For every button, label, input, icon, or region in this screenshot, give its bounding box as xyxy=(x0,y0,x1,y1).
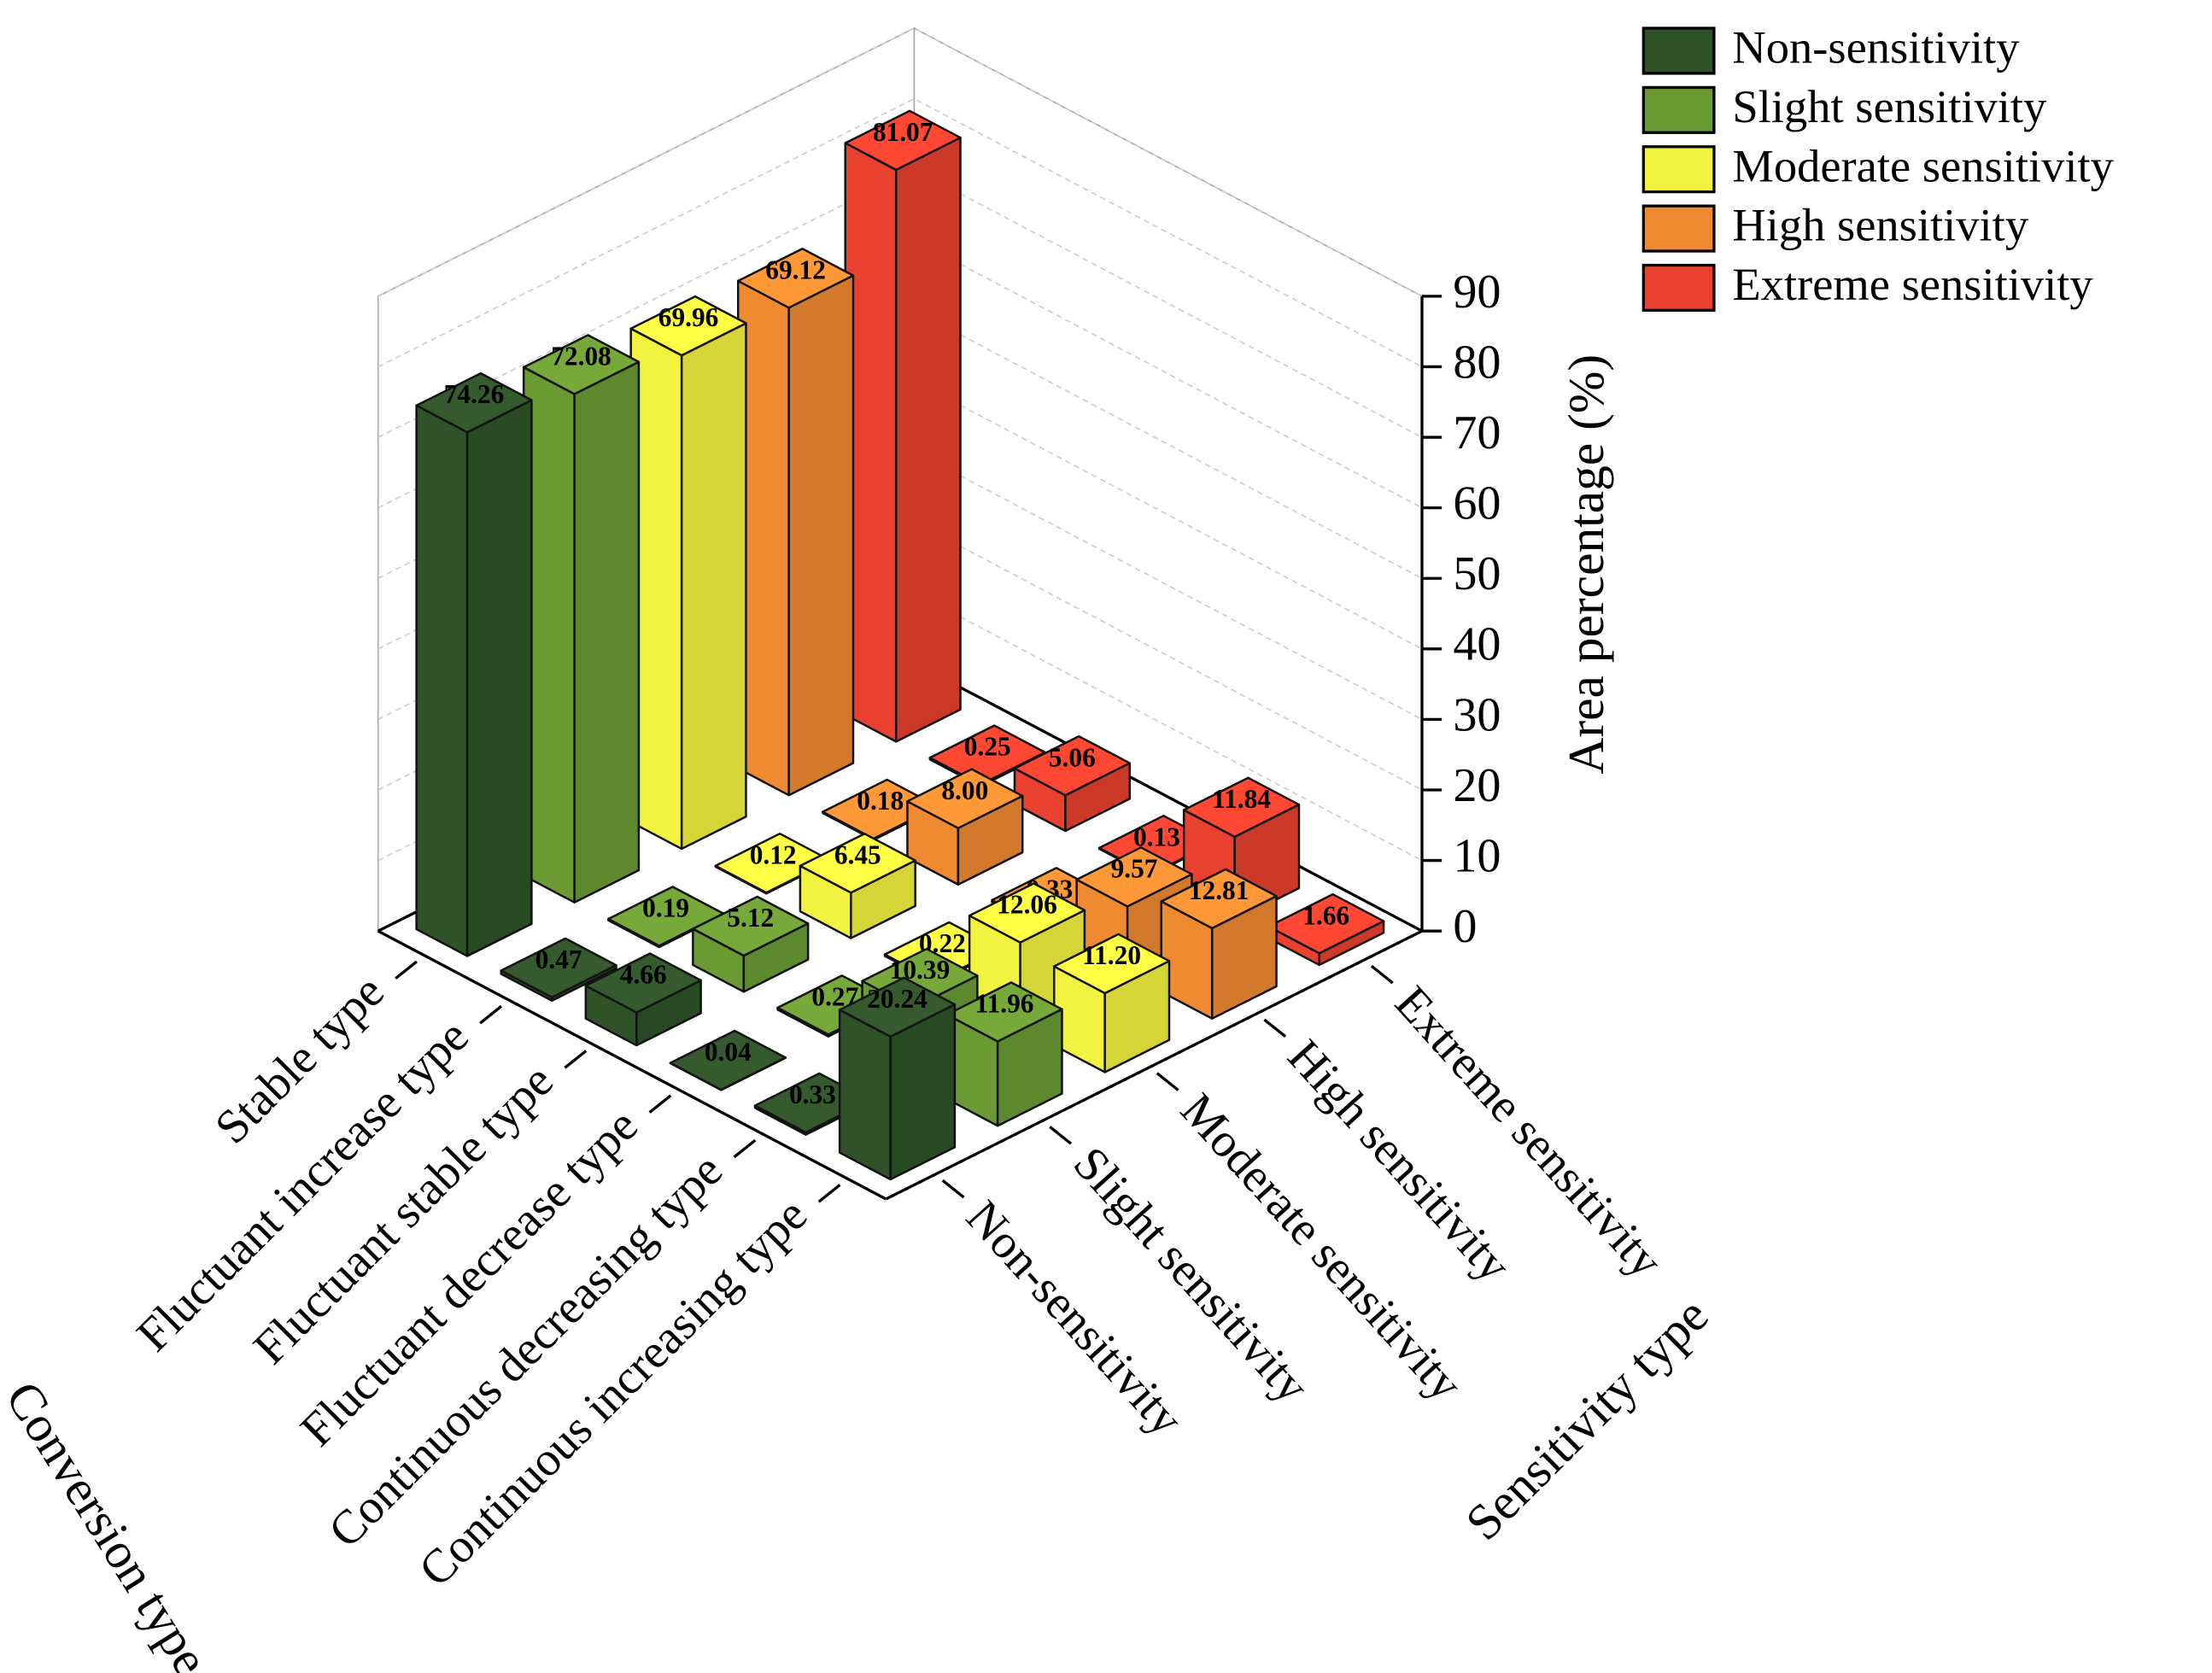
value-label: 4.66 xyxy=(620,960,667,990)
bar-top xyxy=(1267,892,1385,955)
value-label: 1.66 xyxy=(1302,900,1349,930)
bar-top xyxy=(629,295,747,357)
bar-top xyxy=(1052,933,1171,995)
legend-label: Extreme sensitivity xyxy=(1732,258,2093,310)
y-tick xyxy=(1156,1072,1179,1091)
legend-label: Moderate sensitivity xyxy=(1732,139,2114,191)
grid-line xyxy=(377,168,1423,438)
value-label: 0.12 xyxy=(750,839,797,869)
legend-swatch xyxy=(1641,26,1716,75)
value-label: 12.06 xyxy=(997,890,1057,920)
value-label: 20.24 xyxy=(867,984,928,1014)
x-tick xyxy=(648,1094,672,1114)
bar-top xyxy=(415,371,533,434)
bar-top xyxy=(736,248,855,309)
legend-swatch xyxy=(1641,85,1716,134)
z-tick-label: 30 xyxy=(1453,688,1501,741)
z-tick-label: 0 xyxy=(1453,900,1477,953)
z-tick-label: 50 xyxy=(1453,547,1501,600)
value-label: 69.96 xyxy=(658,302,719,332)
bar-top xyxy=(968,882,1086,944)
bar-face-front xyxy=(894,136,962,743)
bar-face-left xyxy=(415,404,469,957)
z-tick-label: 10 xyxy=(1453,829,1501,882)
z-tick-label: 70 xyxy=(1453,407,1501,459)
y-axis-title: Sensitivity type xyxy=(1454,1287,1718,1551)
z-tick-label: 90 xyxy=(1453,266,1501,319)
value-label: 0.25 xyxy=(964,732,1011,762)
bar-top xyxy=(844,109,962,172)
bar-top xyxy=(500,937,617,999)
x-tick xyxy=(564,1050,588,1069)
y-tick xyxy=(1049,1126,1073,1145)
bar-face-left xyxy=(838,1009,892,1181)
bar-top xyxy=(1182,776,1301,839)
legend-swatch xyxy=(1641,263,1716,313)
y-tick xyxy=(1263,1018,1287,1038)
legend-label: Slight sensitivity xyxy=(1732,80,2047,132)
value-label: 0.18 xyxy=(857,786,904,816)
legend-swatch xyxy=(1641,145,1716,194)
value-label: 0.04 xyxy=(705,1037,752,1067)
value-label: 0.47 xyxy=(535,945,582,974)
bar-top xyxy=(584,952,702,1014)
value-label: 81.07 xyxy=(873,117,933,147)
z-axis-title: Area percentage (%) xyxy=(1558,354,1614,775)
z-tick-label: 40 xyxy=(1453,618,1501,671)
value-label: 74.26 xyxy=(444,379,505,409)
grid-line xyxy=(377,27,1423,297)
bar-face-front xyxy=(465,399,533,957)
z-tick-label: 80 xyxy=(1453,336,1501,389)
bar-top xyxy=(1013,734,1131,797)
bar-face-front xyxy=(573,360,641,904)
value-label: 9.57 xyxy=(1111,853,1158,883)
legend-label: Non-sensitivity xyxy=(1732,21,2020,73)
bar-top xyxy=(1160,868,1278,930)
value-label: 6.45 xyxy=(834,839,881,869)
z-tick-label: 20 xyxy=(1453,759,1501,812)
value-label: 72.08 xyxy=(551,341,612,371)
x-tick xyxy=(395,960,418,980)
value-label: 11.20 xyxy=(1082,940,1141,970)
bar-top xyxy=(799,832,916,894)
axis-line xyxy=(913,661,1423,933)
value-label: 11.96 xyxy=(975,989,1034,1019)
x-axis-title: Conversion type xyxy=(0,1372,219,1673)
x-tick xyxy=(817,1184,841,1203)
x-tick xyxy=(479,1004,503,1025)
y-tick-label: Moderate sensitivity xyxy=(1170,1084,1472,1411)
value-label: 0.33 xyxy=(789,1079,836,1109)
value-label: 5.06 xyxy=(1049,742,1096,772)
x-tick xyxy=(733,1138,757,1159)
value-label: 11.84 xyxy=(1212,784,1271,814)
y-tick xyxy=(941,1179,965,1199)
y-tick xyxy=(1370,964,1394,985)
value-label: 12.81 xyxy=(1189,875,1249,905)
bar-face-front xyxy=(680,322,747,851)
bar-top xyxy=(945,981,1063,1043)
axis-line xyxy=(885,929,1423,1201)
bar-top xyxy=(1075,846,1193,908)
bar-face-front xyxy=(787,274,855,797)
bar-top xyxy=(522,334,641,395)
bar-top xyxy=(669,1029,787,1091)
y-tick-label: Extreme sensitivity xyxy=(1384,976,1672,1288)
value-label: 69.12 xyxy=(765,254,826,284)
grid-line xyxy=(377,97,1423,368)
value-label: 5.12 xyxy=(727,903,774,933)
z-tick-label: 60 xyxy=(1453,477,1501,530)
axis-line xyxy=(377,929,887,1201)
value-label: 8.00 xyxy=(941,775,988,805)
value-label: 0.19 xyxy=(642,893,689,923)
legend-swatch xyxy=(1641,204,1716,253)
bar-top xyxy=(838,976,957,1038)
legend-label: High sensitivity xyxy=(1732,199,2028,251)
bar-top xyxy=(692,895,810,957)
bar-top xyxy=(906,768,1024,829)
